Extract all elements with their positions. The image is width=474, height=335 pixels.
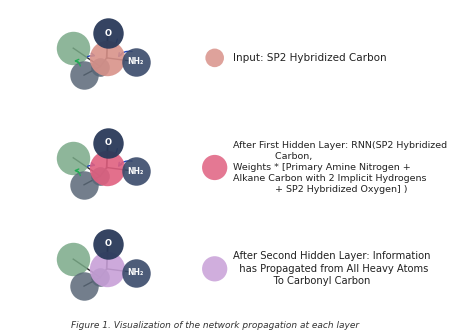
Circle shape <box>205 49 224 67</box>
Point <box>132 270 140 275</box>
Point <box>96 64 104 69</box>
Point <box>104 30 111 36</box>
Text: O: O <box>104 138 111 147</box>
Text: After Second Hidden Layer: Information
  has Propagated from All Heavy Atoms
   : After Second Hidden Layer: Information h… <box>233 252 430 286</box>
Point <box>104 241 111 247</box>
Point <box>80 182 88 188</box>
Text: Figure 1. Visualization of the network propagation at each layer: Figure 1. Visualization of the network p… <box>71 321 359 330</box>
Point <box>103 55 110 61</box>
Point <box>80 72 88 78</box>
Point <box>70 46 77 51</box>
Text: Input: SP2 Hybridized Carbon: Input: SP2 Hybridized Carbon <box>233 53 387 63</box>
Text: NH₂: NH₂ <box>128 167 144 176</box>
Point <box>104 140 111 145</box>
Point <box>132 169 140 174</box>
Point <box>96 174 104 179</box>
Text: After First Hidden Layer: RNN(SP2 Hybridized
              Carbon,
Weights * [Pr: After First Hidden Layer: RNN(SP2 Hybrid… <box>233 141 447 194</box>
Point <box>70 155 77 160</box>
Point <box>80 283 88 289</box>
Point <box>96 275 104 280</box>
Circle shape <box>202 256 228 281</box>
Text: NH₂: NH₂ <box>128 57 144 66</box>
Point <box>70 256 77 262</box>
Point <box>132 59 140 64</box>
Point <box>103 165 110 170</box>
Text: NH₂: NH₂ <box>128 268 144 277</box>
Text: O: O <box>104 28 111 38</box>
Text: O: O <box>104 240 111 249</box>
Circle shape <box>202 155 228 180</box>
Point <box>103 266 110 271</box>
